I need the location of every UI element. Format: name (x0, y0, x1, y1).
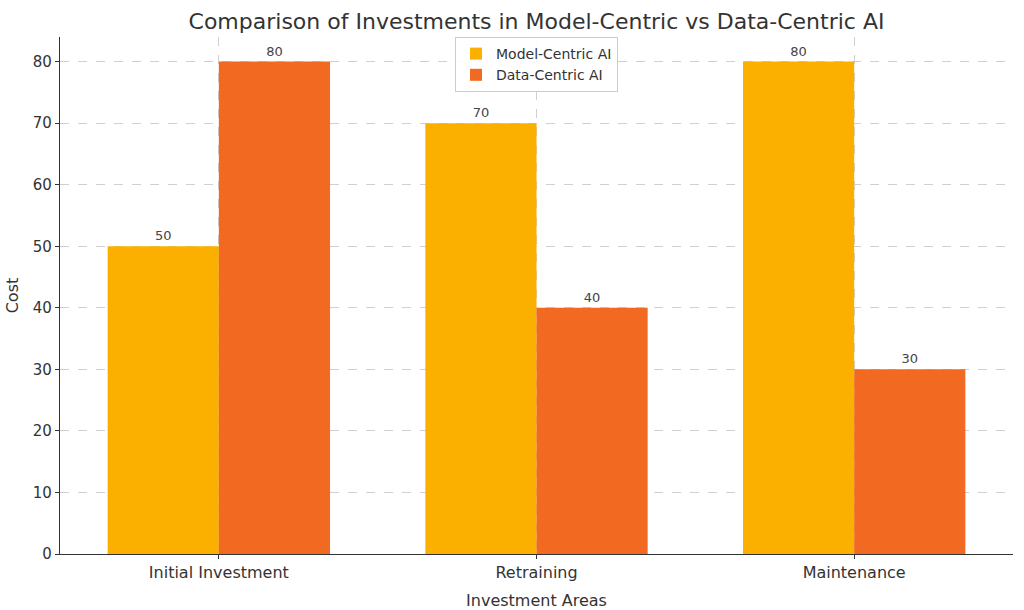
svg-text:Maintenance: Maintenance (803, 563, 906, 582)
svg-text:Investment Areas: Investment Areas (466, 591, 607, 610)
svg-text:50: 50 (155, 228, 172, 243)
svg-text:Model-Centric AI: Model-Centric AI (496, 46, 611, 62)
svg-text:80: 80 (33, 53, 52, 71)
svg-text:Cost: Cost (3, 278, 22, 314)
svg-text:80: 80 (790, 44, 807, 59)
svg-text:60: 60 (33, 176, 52, 194)
svg-text:Data-Centric AI: Data-Centric AI (496, 67, 603, 83)
svg-text:0: 0 (42, 545, 52, 563)
svg-text:Initial Investment: Initial Investment (149, 563, 289, 582)
svg-text:70: 70 (33, 114, 52, 132)
svg-text:Comparison of Investments in M: Comparison of Investments in Model-Centr… (189, 9, 885, 34)
svg-text:20: 20 (33, 422, 52, 440)
svg-text:10: 10 (33, 484, 52, 502)
svg-text:80: 80 (266, 44, 283, 59)
svg-text:Retraining: Retraining (495, 563, 577, 582)
svg-text:50: 50 (33, 238, 52, 256)
svg-text:30: 30 (33, 361, 52, 379)
svg-text:40: 40 (584, 290, 601, 305)
svg-text:40: 40 (33, 299, 52, 317)
svg-text:70: 70 (473, 105, 490, 120)
svg-text:30: 30 (901, 351, 918, 366)
